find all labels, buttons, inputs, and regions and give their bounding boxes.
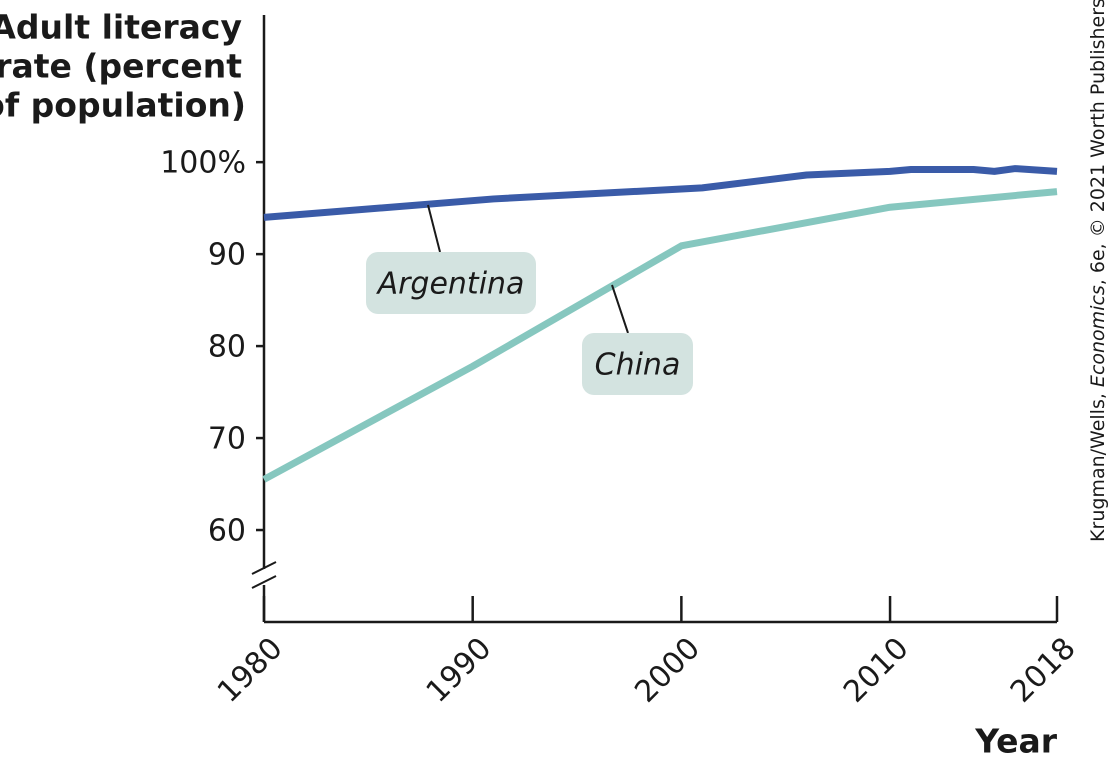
y-tick-label: 80 [208, 330, 246, 365]
label-box [366, 252, 536, 314]
leader-line [427, 204, 441, 253]
credit: Krugman/Wells, Economics, 6e, © 2021 Wor… [1087, 0, 1109, 542]
axis-break [251, 561, 277, 575]
x-tick-label: 1980 [211, 631, 290, 710]
x-tick-label: 1990 [420, 631, 499, 710]
series-label: Argentina [376, 267, 525, 302]
credit-part: , 6e, © 2021 Worth Publishers [1087, 0, 1109, 285]
y-axis-title: rate (percent [0, 47, 242, 86]
label-box [582, 333, 693, 395]
series-label: China [595, 348, 681, 383]
y-tick-label: 90 [208, 238, 246, 273]
x-axis-title: Year [974, 722, 1058, 759]
axis-break [251, 575, 277, 589]
leader-line [611, 284, 629, 334]
x-tick-label: 2018 [1004, 631, 1083, 710]
y-axis-title: Adult literacy [0, 8, 242, 47]
x-tick-label: 2010 [837, 631, 916, 710]
y-tick-label: 70 [208, 422, 246, 457]
line [262, 188, 1058, 483]
credit-part: Economics [1087, 285, 1109, 387]
credit-part: Krugman/Wells, [1087, 387, 1109, 542]
x-tick-label: 2000 [628, 631, 707, 710]
y-tick-label: 60 [208, 514, 246, 549]
line [263, 165, 1058, 221]
y-axis-title: of population) [0, 86, 246, 125]
y-tick-label: 100% [160, 146, 246, 181]
